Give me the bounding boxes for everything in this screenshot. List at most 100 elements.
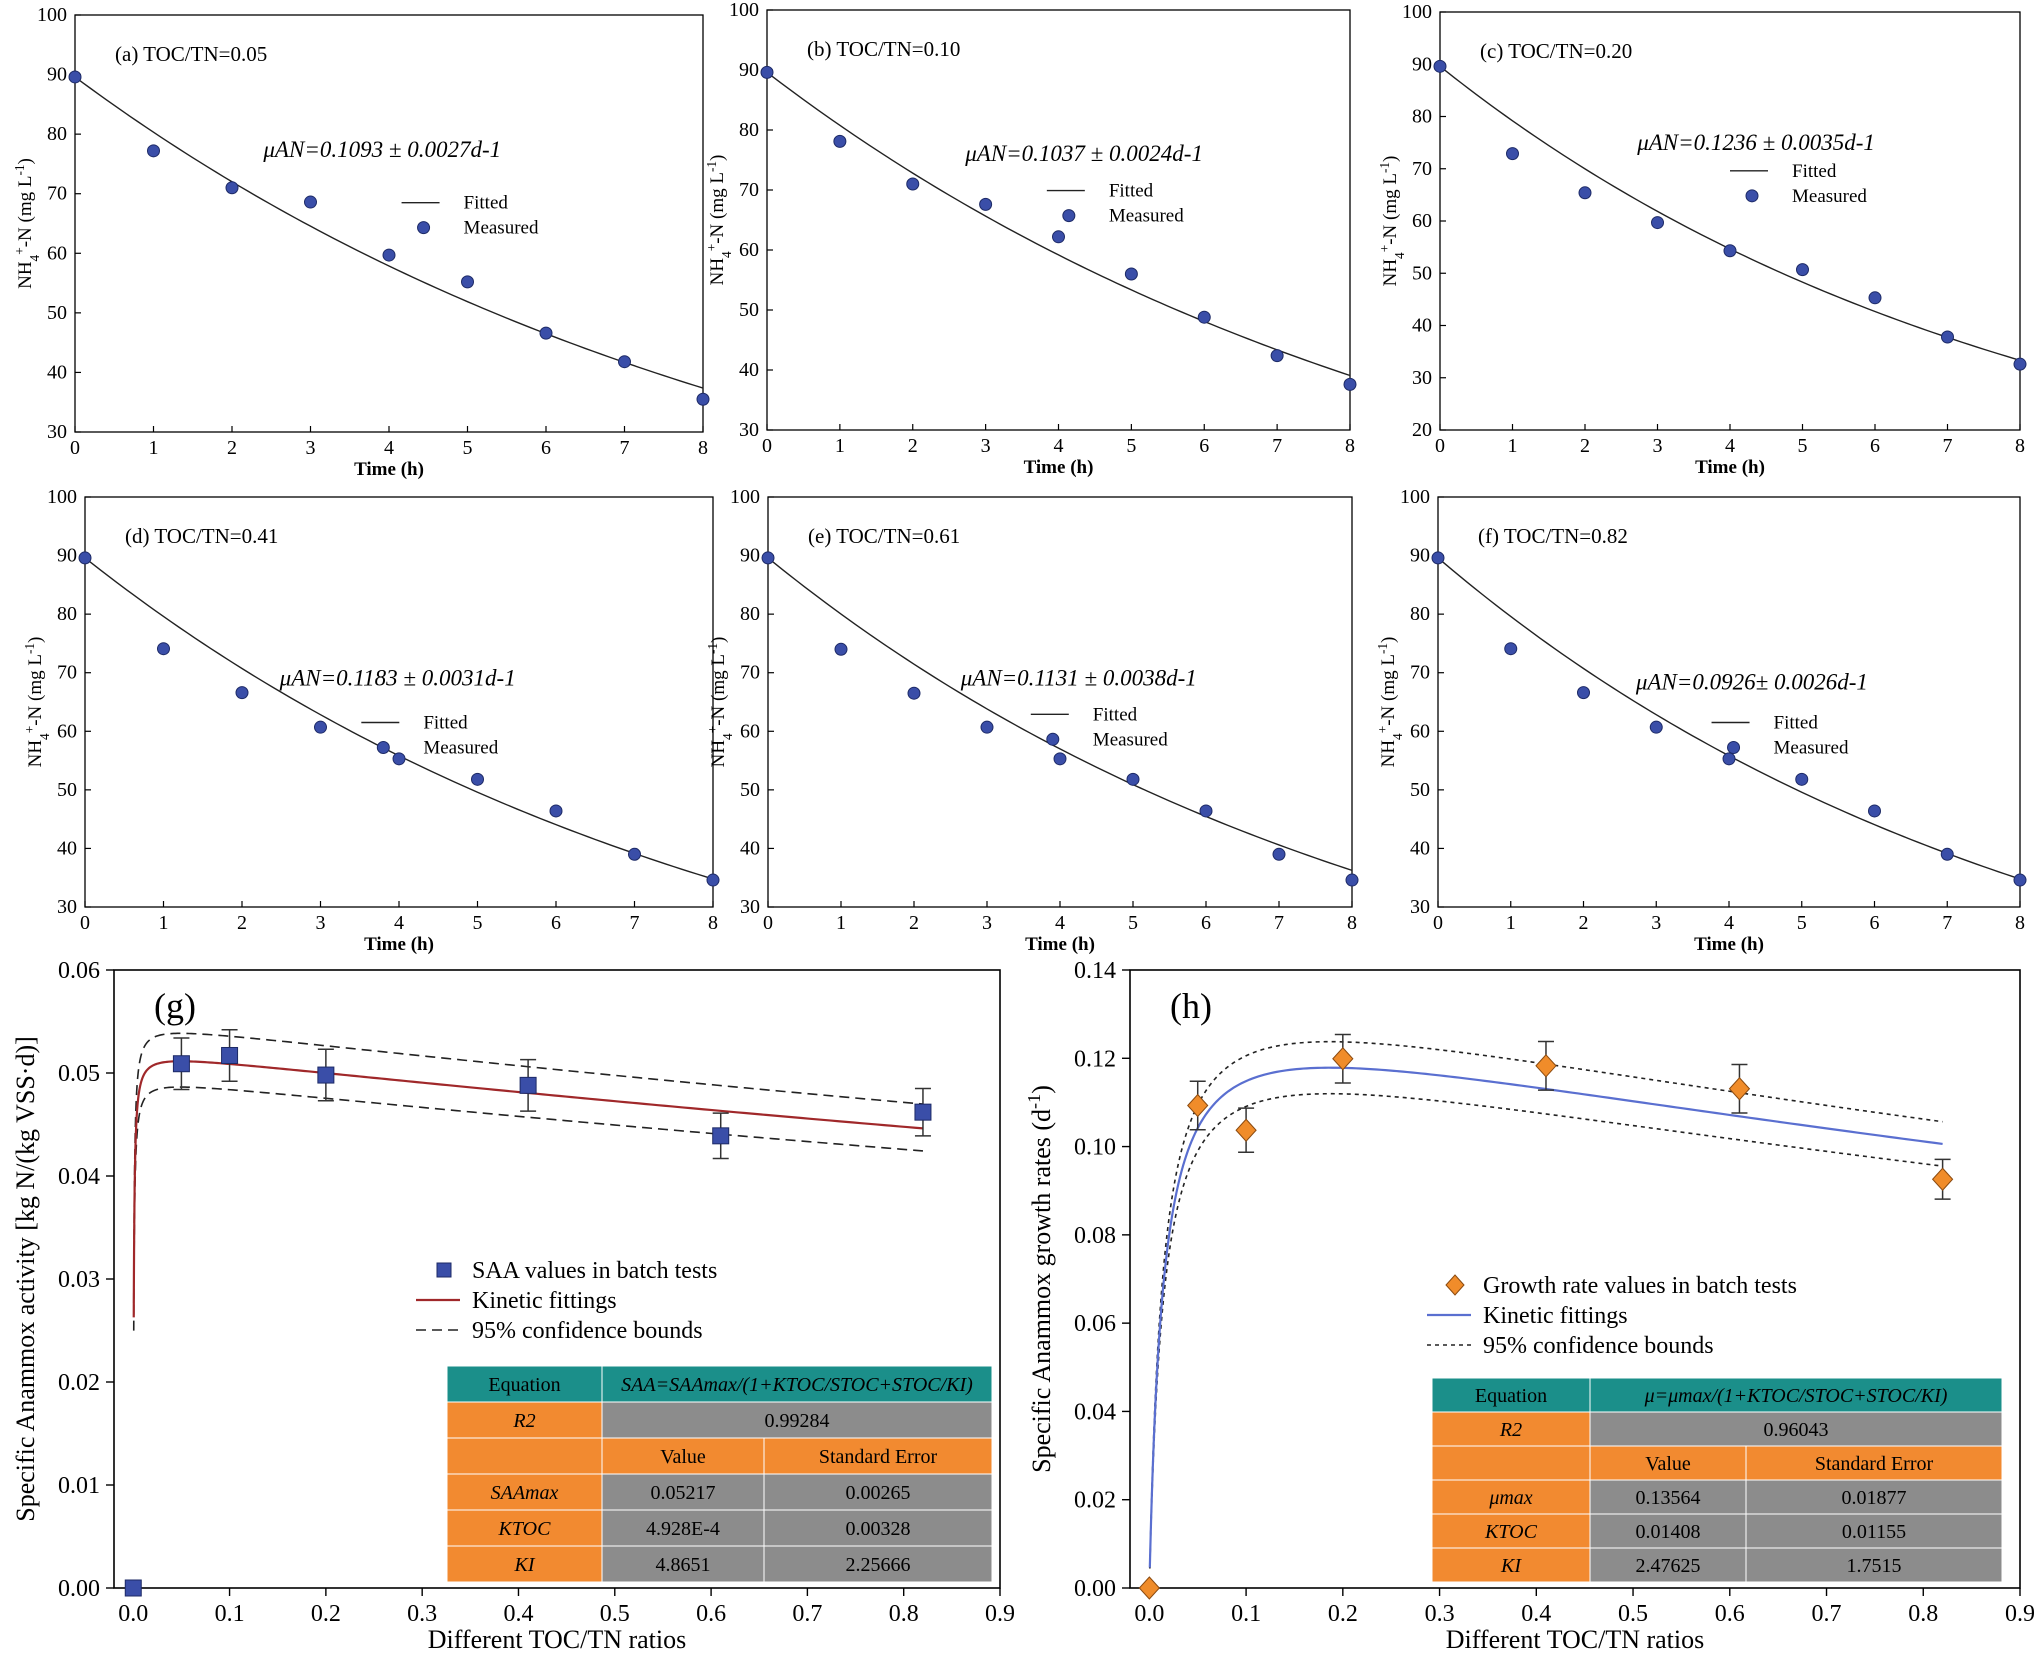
table-cell [1431,1479,1591,1515]
panel-f: 30 40 50 60 70 80 90 100 0 1 2 3 4 5 6 7 8 Time (h) NH4+-N… [1375,486,2027,955]
y-tick-label: 0.02 [1074,1488,1116,1514]
table-col-value: Value [1645,1453,1691,1475]
x-tick-label: 0.3 [407,1601,437,1627]
panel-b: 30 40 50 60 70 80 90 100 0 1 2 3 4 5 6 7 8 Time (h) NH4+-N… [704,0,1357,478]
measured-point [235,686,249,700]
table-cell [1745,1547,2003,1583]
measured-point [2013,873,2027,887]
measured-point [539,326,553,340]
x-tick-label: 0 [70,437,80,459]
x-tick-label: 0.7 [1812,1601,1842,1627]
panel-g: 0.00 0.01 0.02 0.03 0.04 0.05 0.06 0.0 0.1 0.2 0.3… [11,958,1015,1654]
x-tick-label: 6 [1870,435,1880,457]
table-cell [1589,1445,1747,1481]
y-tick-label: 0.10 [1074,1135,1116,1161]
measured-point [1504,642,1518,656]
table-cell [1431,1547,1591,1583]
table-equation: μ=μmax/(1+KTOC/STOC+STOC/KI) [1644,1385,1948,1407]
measured-point [461,275,474,289]
x-tick-label: 6 [1199,435,1209,457]
x-tick-label: 3 [316,912,326,934]
x-tick-label: 0 [1433,912,1443,934]
y-tick-label: 100 [730,486,760,508]
y-axis-title: NH4+-N (mg L-1) [704,155,734,286]
panel-title: (a) TOC/TN=0.05 [115,42,267,66]
table-cell [1589,1479,1747,1515]
table-se: 0.00265 [846,1482,911,1504]
x-tick-label: 0.9 [2005,1601,2035,1627]
x-tick-label: 4 [1054,435,1064,457]
plot-frame [84,496,714,908]
fitted-curve [84,557,714,880]
y-tick-label: 80 [57,603,77,625]
legend-label-measured: Measured [1792,186,1867,207]
x-tick-label: 2 [227,437,237,459]
x-tick-label: 0.8 [1908,1601,1938,1627]
fitted-curve [1437,557,2021,880]
x-tick-label: 0.4 [503,1601,533,1627]
y-axis-title: NH4+-N (mg L-1) [1375,637,1405,768]
y-tick-label: 80 [1412,106,1432,128]
x-tick-label: 0.0 [1134,1601,1164,1627]
legend-label-fit: Kinetic fittings [472,1288,617,1314]
x-tick-label: 0.7 [792,1601,822,1627]
measured-point [1578,186,1592,200]
legend-label-fitted: Fitted [1774,713,1819,734]
y-tick-label: 0.12 [1074,1046,1116,1072]
y-tick-label: 0.00 [1074,1576,1116,1602]
plot-frame [767,496,1353,908]
x-tick-label: 3 [1651,912,1661,934]
x-tick-label: 0 [763,912,773,934]
x-tick-label: 1 [835,435,845,457]
y-tick-label: 90 [47,64,67,86]
measured-point [1343,377,1357,391]
table-cell [446,1545,603,1583]
y-tick-label: 100 [47,486,77,508]
table-r2-value: 0.96043 [1764,1419,1829,1441]
x-tick-label: 2 [1580,435,1590,457]
x-tick-label: 3 [306,437,316,459]
measured-point [2013,357,2027,371]
x-axis-title: Time (h) [1024,457,1094,478]
measured-point [157,642,170,656]
x-tick-label: 0 [1435,435,1445,457]
y-tick-label: 0.08 [1074,1223,1116,1249]
table-col-se: Standard Error [819,1446,938,1468]
data-point [1187,1093,1209,1118]
measured-point [1124,267,1138,281]
legend-label-fitted: Fitted [423,713,468,734]
x-tick-label: 6 [551,912,561,934]
y-tick-label: 60 [1412,210,1432,232]
x-tick-label: 0.8 [889,1601,919,1627]
table-param: μmax [1488,1487,1532,1509]
measured-point [68,70,82,84]
panel-title: (f) TOC/TN=0.82 [1478,524,1628,548]
measured-point [1433,59,1447,73]
x-tick-label: 5 [1797,912,1807,934]
table-equation: SAA=SAAmax/(1+KTOC/STOC+STOC/KI) [621,1374,973,1396]
measured-point [392,752,406,766]
measured-point [1868,804,1881,818]
x-tick-label: 0.0 [118,1601,148,1627]
table-cell [446,1473,603,1511]
x-tick-label: 5 [1798,435,1808,457]
y-axis-title: Specific Anammox activity [kg N/(kg VSS·… [11,1036,40,1522]
confidence-bound-lower [132,1086,924,1331]
y-axis-title: NH4+-N (mg L-1) [12,158,42,289]
y-tick-label: 90 [1410,545,1430,567]
measured-point [1651,216,1664,230]
y-tick-label: 0.02 [58,1370,100,1396]
table-param: SAAmax [491,1482,559,1504]
measured-point [382,248,396,262]
data-point [172,1055,190,1073]
x-tick-label: 7 [1274,912,1284,934]
measured-point [1199,804,1213,818]
y-tick-label: 50 [740,779,760,801]
y-tick-label: 40 [740,837,760,859]
table-param: KTOC [1484,1521,1538,1543]
y-tick-label: 70 [740,662,760,684]
x-tick-label: 4 [1724,912,1734,934]
plot-frame [74,14,704,433]
legend-marker-measured [417,221,431,235]
x-tick-label: 3 [982,912,992,934]
